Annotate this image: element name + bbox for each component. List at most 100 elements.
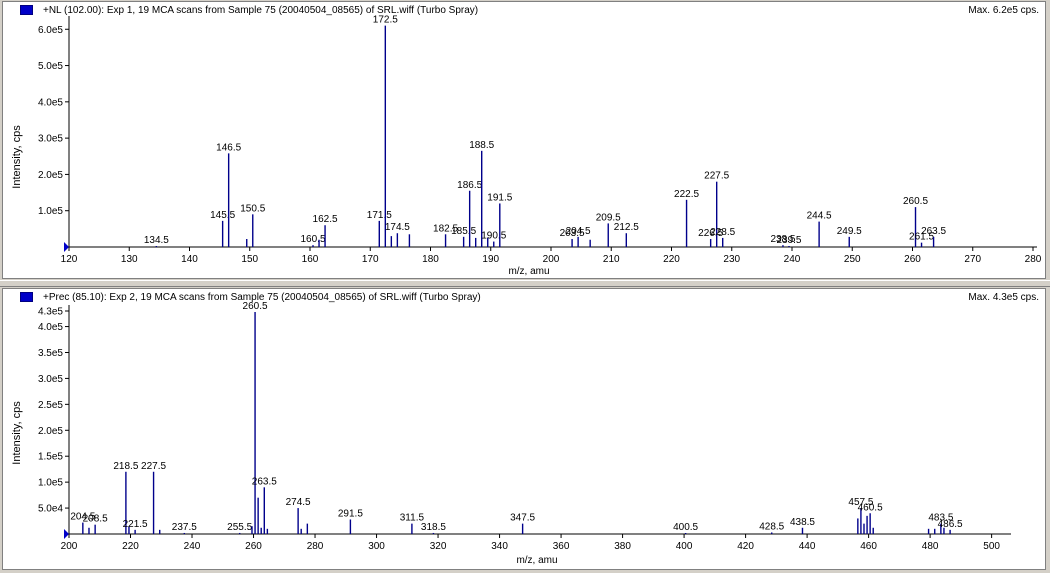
peak-label: 260.5 [243,301,268,312]
x-tick-label: 240 [784,254,801,265]
x-axis-label: m/z, amu [508,266,549,277]
zoom-marker [64,242,69,252]
y-tick-label: 4.0e5 [38,97,63,108]
peak-label: 347.5 [510,513,535,524]
legend-swatch[interactable] [20,5,33,15]
x-tick-label: 230 [723,254,740,265]
x-tick-label: 160 [302,254,319,265]
pane-title: +Prec (85.10): Exp 2, 19 MCA scans from … [43,292,481,303]
peak-label: 222.5 [674,189,699,200]
x-tick-label: 280 [1025,254,1042,265]
peak-label: 185.5 [451,226,476,237]
peak-label: 190.5 [481,231,506,242]
peak-label: 237.5 [172,522,197,533]
peak-label: 150.5 [240,203,265,214]
peak-label: 182.5 [433,223,458,234]
y-tick-label: 3.5e5 [38,348,63,359]
peak-label: 255.5 [227,522,252,533]
y-axis-label: Intensity, cps [11,401,23,465]
spectrum-pane-1: +NL (102.00): Exp 1, 19 MCA scans from S… [2,1,1046,279]
x-tick-label: 240 [184,541,201,552]
x-tick-label: 170 [362,254,379,265]
x-tick-label: 120 [61,254,78,265]
y-axis-label: Intensity, cps [11,125,23,189]
x-tick-label: 480 [922,541,939,552]
x-tick-label: 440 [799,541,816,552]
peak-label: 263.5 [252,476,277,487]
svg-text:Intensity, cps: Intensity, cps [11,125,23,189]
max-intensity: Max. 6.2e5 cps. [968,5,1039,16]
x-tick-label: 420 [737,541,754,552]
peak-label: 212.5 [614,222,639,233]
x-tick-label: 180 [422,254,439,265]
y-tick-label: 1.0e5 [38,206,63,217]
x-tick-label: 500 [983,541,1000,552]
peak-label: 188.5 [469,140,494,151]
legend-swatch[interactable] [20,292,33,302]
peak-label: 171.5 [367,210,392,221]
x-tick-label: 140 [181,254,198,265]
x-tick-label: 200 [61,541,78,552]
peak-label: 228.5 [710,227,735,238]
x-axis-label: m/z, amu [516,555,557,566]
y-tick-label: 2.5e5 [38,400,63,411]
x-tick-label: 270 [964,254,981,265]
svg-text:Intensity, cps: Intensity, cps [11,401,23,465]
peak-label: 204.5 [70,512,95,523]
peak-label: 218.5 [113,461,138,472]
peak-label: 263.5 [921,226,946,237]
x-tick-label: 130 [121,254,138,265]
peak-label: 227.5 [141,461,166,472]
y-tick-label: 5.0e5 [38,61,63,72]
x-tick-label: 260 [245,541,262,552]
y-tick-label: 4.0e5 [38,322,63,333]
peak-label: 261.5 [909,232,934,243]
y-tick-label: 2.0e5 [38,426,63,437]
peak-label: 249.5 [837,226,862,237]
peak-label: 172.5 [373,15,398,26]
peak-label: 400.5 [673,522,698,533]
y-tick-label: 3.0e5 [38,134,63,145]
pane-title: +NL (102.00): Exp 1, 19 MCA scans from S… [43,5,479,16]
x-tick-label: 280 [307,541,324,552]
x-tick-label: 260 [904,254,921,265]
x-tick-label: 200 [543,254,560,265]
spectrum-chart-2[interactable]: Intensity, cps m/z, amu 200 220 240 260 280 3… [3,289,1045,569]
x-tick-label: 220 [663,254,680,265]
x-tick-label: 210 [603,254,620,265]
peak-label: 244.5 [807,211,832,222]
peak-label: 238.5 [770,234,795,245]
peak-label: 483.5 [928,513,953,524]
x-tick-label: 150 [241,254,258,265]
peak-label: 208.5 [83,514,108,525]
peak-label: 162.5 [313,214,338,225]
y-tick-label: 5.0e4 [38,504,63,515]
x-tick-label: 360 [553,541,570,552]
pane-splitter[interactable] [0,280,1050,287]
y-tick-label: 1.5e5 [38,452,63,463]
x-tick-label: 320 [430,541,447,552]
peak-label: 221.5 [123,519,148,530]
peak-label: 226.5 [698,228,723,239]
peak-label: 438.5 [790,517,815,528]
x-tick-label: 460 [860,541,877,552]
spectrum-chart-1[interactable]: Intensity, cps m/z, amu 120 130 140 150 160 1… [3,2,1045,278]
peak-label: 209.5 [596,212,621,223]
x-tick-label: 400 [676,541,693,552]
y-tick-label: 2.0e5 [38,170,63,181]
peak-label: 146.5 [216,142,241,153]
zoom-marker [64,529,69,539]
peak-label: 311.5 [400,513,425,524]
peak-label: 145.5 [210,210,235,221]
peak-label: 191.5 [487,192,512,203]
x-tick-label: 250 [844,254,861,265]
peak-label: 486.5 [938,519,963,530]
x-tick-label: 380 [614,541,631,552]
peak-label: 174.5 [385,222,410,233]
x-tick-label: 190 [482,254,499,265]
x-tick-label: 300 [368,541,385,552]
peak-label: 203.5 [560,228,585,239]
peak-label: 428.5 [759,521,784,532]
y-tick-label: 6.0e5 [38,25,63,36]
y-tick-label: 4.3e5 [38,307,63,318]
